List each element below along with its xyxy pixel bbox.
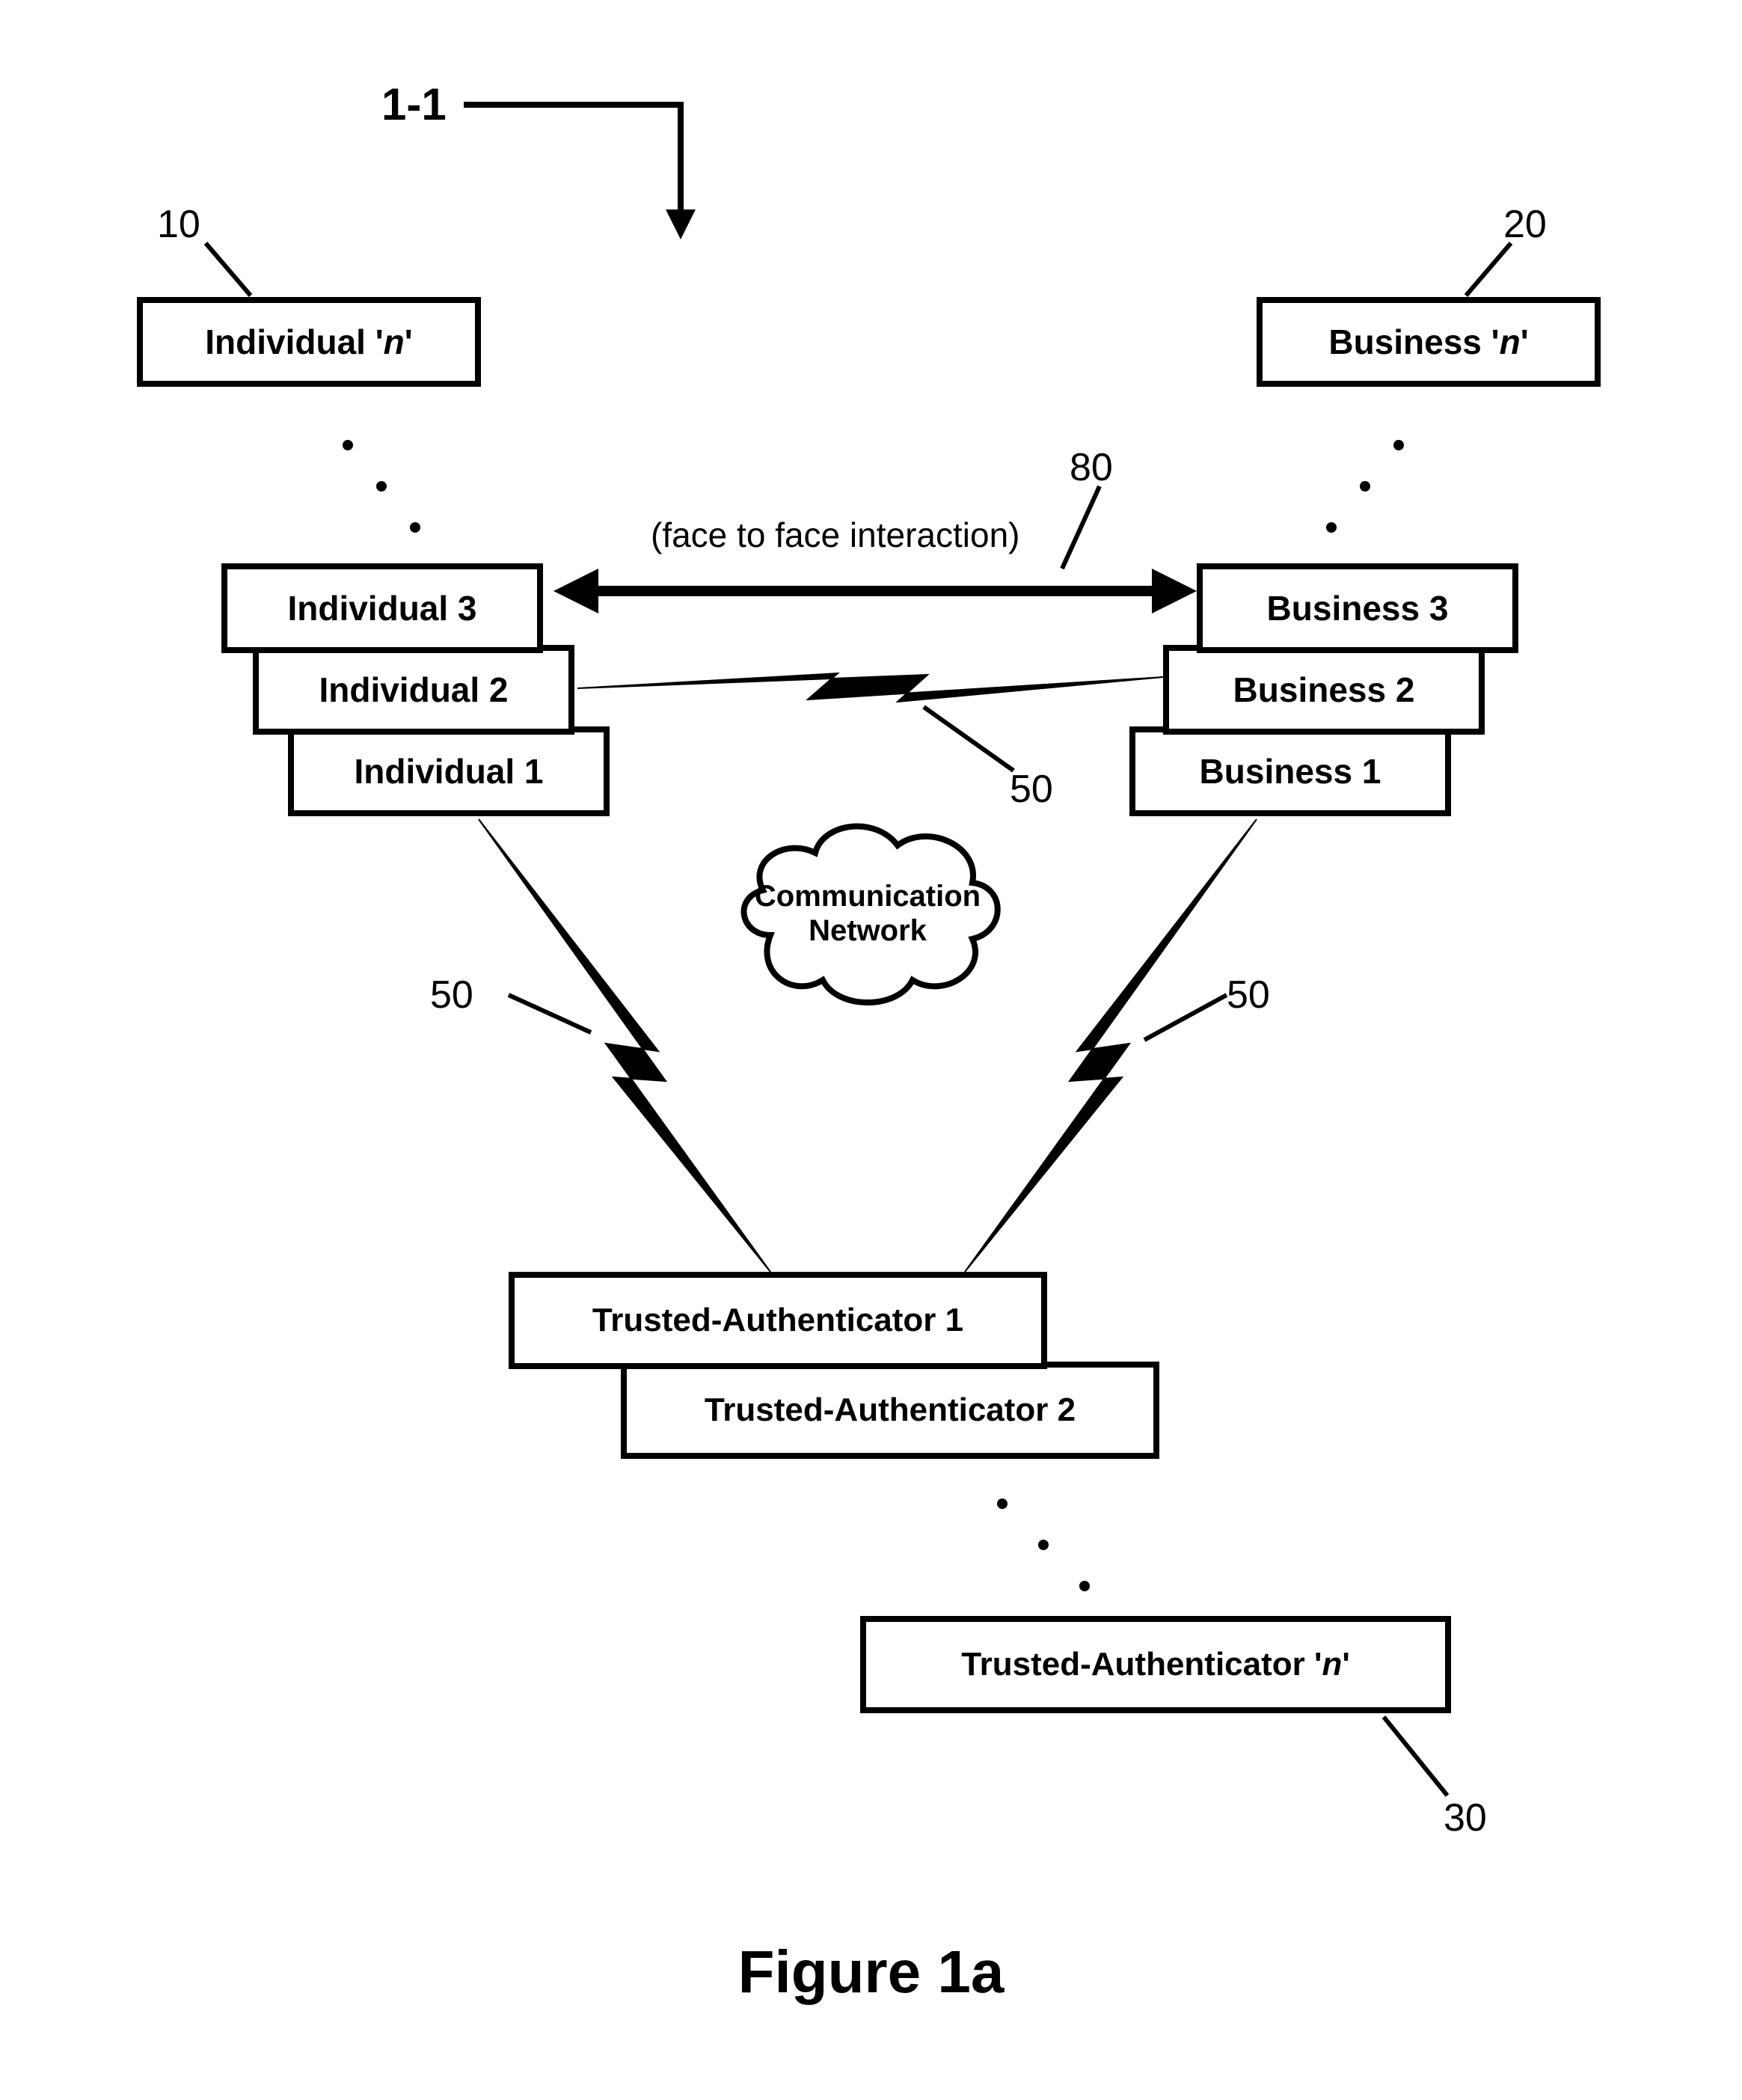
- ref-30: 30: [1444, 1796, 1487, 1840]
- cloud-line2: Network: [726, 913, 1010, 948]
- auth-1-label: Trusted-Authenticator 1: [592, 1302, 963, 1339]
- leader-20: [1466, 243, 1511, 296]
- ref-50-right: 50: [1227, 973, 1270, 1017]
- individual-n: Individual 'n': [137, 297, 481, 387]
- business-1-label: Business 1: [1200, 751, 1381, 792]
- ref-50-top: 50: [1010, 767, 1053, 812]
- business-2-label: Business 2: [1233, 670, 1415, 710]
- business-1: Business 1: [1129, 726, 1451, 816]
- individual-1-label: Individual 1: [354, 751, 543, 792]
- business-n-label: Business 'n': [1328, 322, 1528, 362]
- individual-n-label: Individual 'n': [205, 322, 412, 362]
- auth-2-label: Trusted-Authenticator 2: [705, 1392, 1076, 1429]
- ref-10: 10: [157, 202, 200, 247]
- business-3: Business 3: [1197, 563, 1518, 653]
- diagram-canvas: 1-1 10 20 80 50 50 50 30 (face to face i…: [0, 0, 1742, 2100]
- title-ref-1-1: 1-1: [381, 79, 447, 130]
- ref-20: 20: [1503, 202, 1547, 247]
- leader-50-left: [509, 995, 591, 1032]
- leader-30: [1384, 1717, 1447, 1796]
- communication-cloud: Communication Network: [726, 800, 1010, 1025]
- figure-label: Figure 1a: [0, 1938, 1742, 2006]
- individual-3-label: Individual 3: [287, 588, 476, 628]
- ref-80: 80: [1070, 445, 1113, 490]
- leader-80: [1062, 486, 1100, 569]
- auth-n: Trusted-Authenticator 'n': [860, 1616, 1451, 1713]
- individual-3: Individual 3: [221, 563, 543, 653]
- business-3-label: Business 3: [1267, 588, 1449, 628]
- auth-n-label: Trusted-Authenticator 'n': [961, 1646, 1350, 1683]
- individual-2: Individual 2: [253, 645, 574, 735]
- leader-50-right: [1144, 995, 1227, 1040]
- individual-2-label: Individual 2: [319, 670, 508, 710]
- business-2: Business 2: [1163, 645, 1485, 735]
- individual-1: Individual 1: [288, 726, 610, 816]
- auth-2: Trusted-Authenticator 2: [621, 1362, 1159, 1459]
- ref-50-left: 50: [430, 973, 473, 1017]
- business-n: Business 'n': [1257, 297, 1601, 387]
- cloud-line1: Communication: [726, 879, 1010, 913]
- auth-1: Trusted-Authenticator 1: [509, 1272, 1047, 1369]
- leader-10: [206, 243, 251, 296]
- interaction-label: (face to face interaction): [651, 515, 1019, 555]
- title-arrow: [464, 105, 681, 217]
- lightning-top: [577, 673, 1163, 702]
- leader-50-top: [924, 707, 1013, 771]
